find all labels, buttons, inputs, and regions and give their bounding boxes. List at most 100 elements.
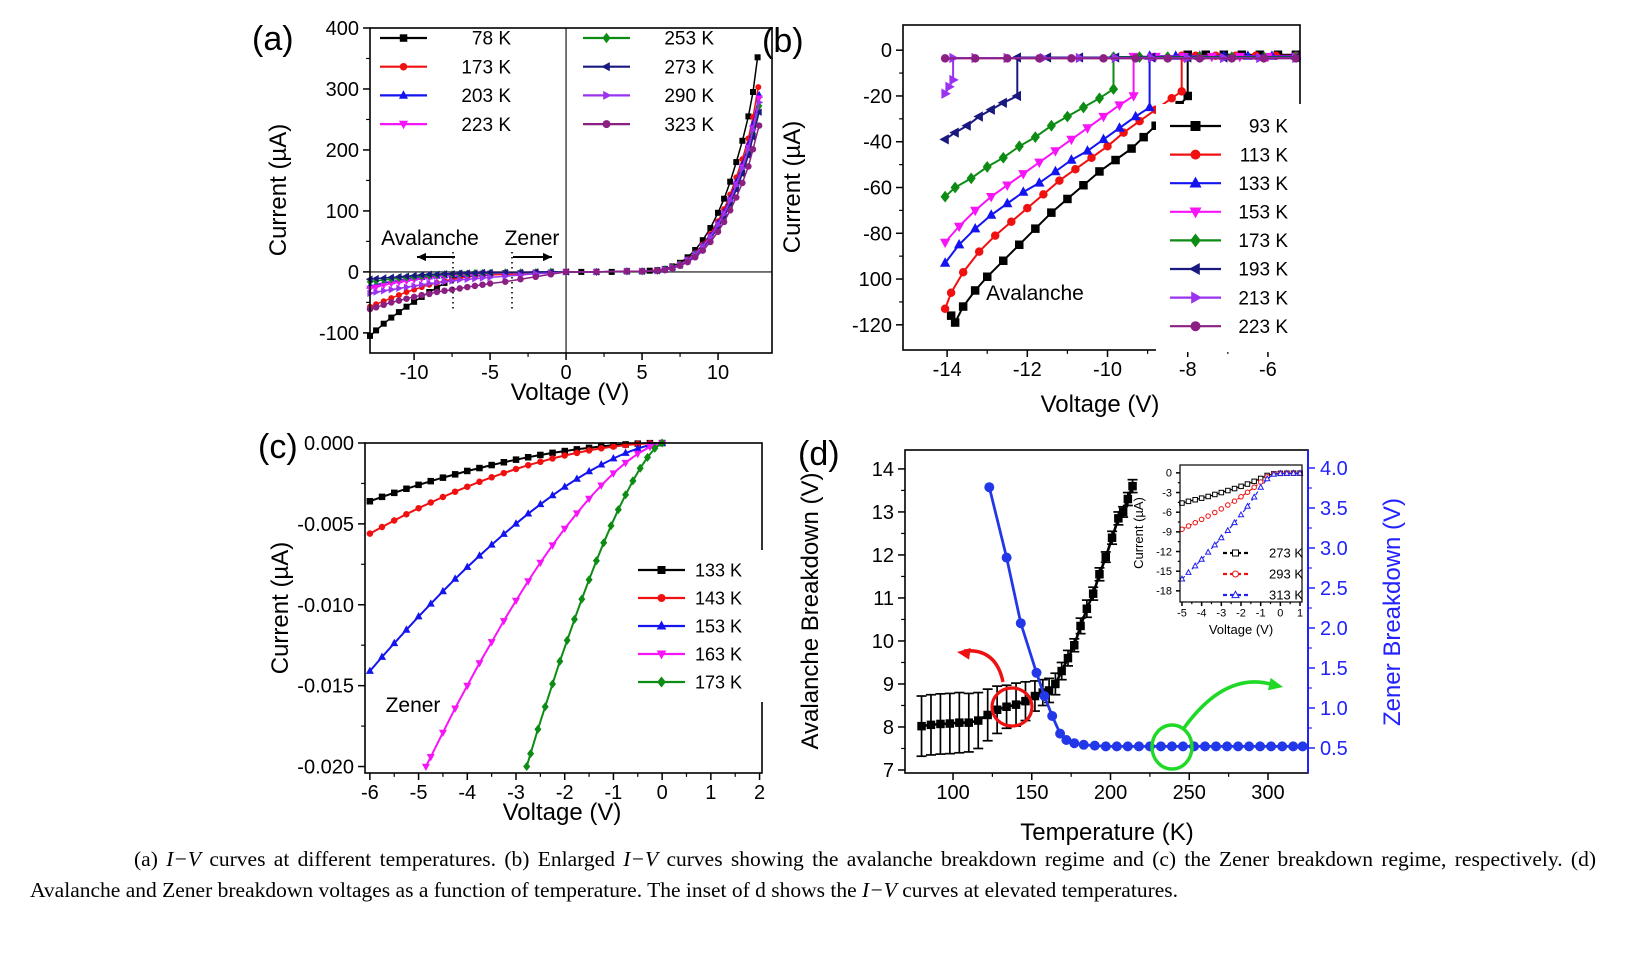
x-tick-label: 0	[1277, 607, 1283, 619]
y-tick-label: 14	[872, 459, 894, 481]
legend-label: 253 K	[664, 29, 714, 50]
y-axis-title: Current (µA)	[1131, 497, 1146, 569]
y-axis-title: Avalanche Breakdown (V)	[797, 472, 824, 749]
legend: 273 K 293 K 313 K	[1223, 546, 1303, 603]
panel-b: -14 -12 -10 -8 -6 0 -20 -40 -60 -80 100 -120 Voltage…	[760, 0, 1400, 425]
legend-label: 163 K	[695, 644, 742, 664]
panel-a: -10 -5 0 5 10 400 300 200 100 0 -100 Voltage (V) Cur…	[240, 0, 785, 410]
y-tick-label: 200	[326, 140, 359, 162]
x-tick-label: -2	[556, 782, 574, 804]
x-axis-title: Voltage (V)	[511, 379, 630, 406]
y-tick-label: -60	[863, 178, 892, 200]
panel-a-figure: -10 -5 0 5 10 400 300 200 100 0 -100 Voltage (V) Cur…	[252, 18, 773, 406]
y-axis-title: Current (µA)	[265, 124, 292, 257]
series-153-K	[365, 438, 667, 674]
x-tick-label: 2	[754, 782, 765, 804]
y-tick-label: 7	[883, 760, 894, 782]
x-tick-label: -4	[1197, 607, 1207, 619]
y-tick-label: -15	[1156, 566, 1172, 578]
series-313-K	[1178, 469, 1304, 582]
y-axis-title: Current (µA)	[779, 121, 806, 254]
legend-label: 93 K	[1249, 117, 1288, 138]
legend-label: 78 K	[472, 29, 511, 50]
legend: 78 K 173 K 203 K 223 K 253 K 273 K 290 K 323 K	[380, 29, 714, 136]
y-tick-label: -9	[1162, 527, 1172, 539]
panel-d_inset: -5 -4 -3 -2 -1 0 1 0 -3 -6 -9 -12 -15 -18 Voltage (V) C…	[1130, 425, 1385, 647]
x-tick-label: -8	[1179, 359, 1197, 381]
legend: 133 K 143 K 153 K 163 K 173 K	[624, 550, 777, 702]
annotation-text: Zener	[386, 694, 441, 717]
x-tick-label: 1	[705, 782, 716, 804]
panel-label: (d)	[798, 435, 840, 473]
series-173-K	[523, 438, 666, 772]
y-tick-label: -18	[1156, 586, 1172, 598]
caption-run: curves showing the avalanche breakdown r…	[30, 847, 1596, 902]
panel-c-figure: -6 -5 -4 -3 -2 -1 0 1 2 0.000 -0.005 -0.010 -0.015 -0…	[258, 428, 777, 826]
y-tick-label: 0	[881, 40, 892, 62]
legend-label: 173 K	[461, 57, 511, 78]
y-tick-label: 9	[883, 674, 894, 696]
plot-area	[370, 28, 772, 353]
x-tick-label: 100	[936, 782, 969, 804]
x-axis-title: Voltage (V)	[1209, 622, 1273, 637]
y-tick-label: 0	[348, 262, 359, 284]
x-tick-label: -2	[1236, 607, 1246, 619]
series-223-K	[940, 54, 1301, 63]
y-tick-label: -12	[1156, 546, 1172, 558]
x-tick-label: 1	[1297, 607, 1303, 619]
plot-frame	[369, 27, 773, 354]
legend-label: 173 K	[1238, 231, 1288, 252]
panel-label: (c)	[258, 428, 298, 466]
x-tick-label: -10	[400, 362, 429, 384]
legend-label: 213 K	[1238, 288, 1288, 309]
annotation-text: Avalanche	[381, 227, 479, 250]
x-tick-label: 150	[1015, 782, 1048, 804]
y-tick-label: 13	[872, 502, 894, 524]
x-tick-label: 300	[1251, 782, 1284, 804]
right-tick-label: 1.5	[1320, 658, 1348, 680]
annotation-text: Zener	[505, 227, 560, 250]
x-tick-label: -1	[1256, 607, 1266, 619]
y-tick-label: 400	[326, 18, 359, 40]
y-tick-label: -0.020	[297, 757, 354, 779]
legend-label: 273 K	[1269, 546, 1303, 561]
x-tick-label: -10	[1093, 359, 1122, 381]
right-tick-label: 3.5	[1320, 498, 1348, 520]
x-tick-label: 250	[1173, 782, 1206, 804]
y-tick-label: 0	[1166, 468, 1172, 480]
x-tick-label: -5	[481, 362, 499, 384]
y-tick-label: -0.010	[297, 595, 354, 617]
legend-label: 290 K	[664, 86, 714, 107]
x-tick-label: 10	[707, 362, 729, 384]
legend-label: 203 K	[461, 86, 511, 107]
y-tick-label: 100	[326, 201, 359, 223]
series-163-K	[421, 440, 667, 772]
right-tick-label: 1.0	[1320, 698, 1348, 720]
legend: 93 K 113 K 133 K 153 K 173 K 193 K 213 K 223 K	[1156, 104, 1308, 352]
x-tick-label: -6	[1259, 359, 1277, 381]
legend-label: 173 K	[695, 672, 742, 692]
caption-run: curves at different temperatures. (b) En…	[201, 847, 624, 871]
y-tick-label: -40	[863, 132, 892, 154]
series-143-K	[366, 439, 666, 537]
y-tick-label: 300	[326, 79, 359, 101]
panel-d_inset-figure: -5 -4 -3 -2 -1 0 1 0 -3 -6 -9 -12 -15 -18 Voltage (V) C…	[1131, 464, 1304, 637]
y-tick-label: -6	[1162, 507, 1172, 519]
x-tick-label: 0	[657, 782, 668, 804]
caption-run: curves at elevated temperatures.	[896, 878, 1179, 902]
legend-label: 133 K	[1238, 174, 1288, 195]
y-tick-label: -0.015	[297, 676, 354, 698]
right-tick-label: 4.0	[1320, 458, 1348, 480]
right-axis-title: Zener Breakdown (V)	[1379, 498, 1406, 726]
legend-label: 313 K	[1269, 588, 1303, 603]
legend-label: 273 K	[664, 57, 714, 78]
y-tick-label: -100	[319, 323, 359, 345]
series-Avalanche-Breakdown	[916, 478, 1138, 758]
x-tick-label: 200	[1094, 782, 1127, 804]
x-tick-label: -1	[605, 782, 623, 804]
y-tick-label: 100	[859, 269, 892, 291]
legend-label: 133 K	[695, 560, 742, 580]
panel-b-figure: -14 -12 -10 -8 -60-20-40-60-80100-120Voltage…	[762, 22, 1308, 418]
series-323-K	[366, 122, 763, 313]
legend-label: 323 K	[664, 115, 714, 136]
